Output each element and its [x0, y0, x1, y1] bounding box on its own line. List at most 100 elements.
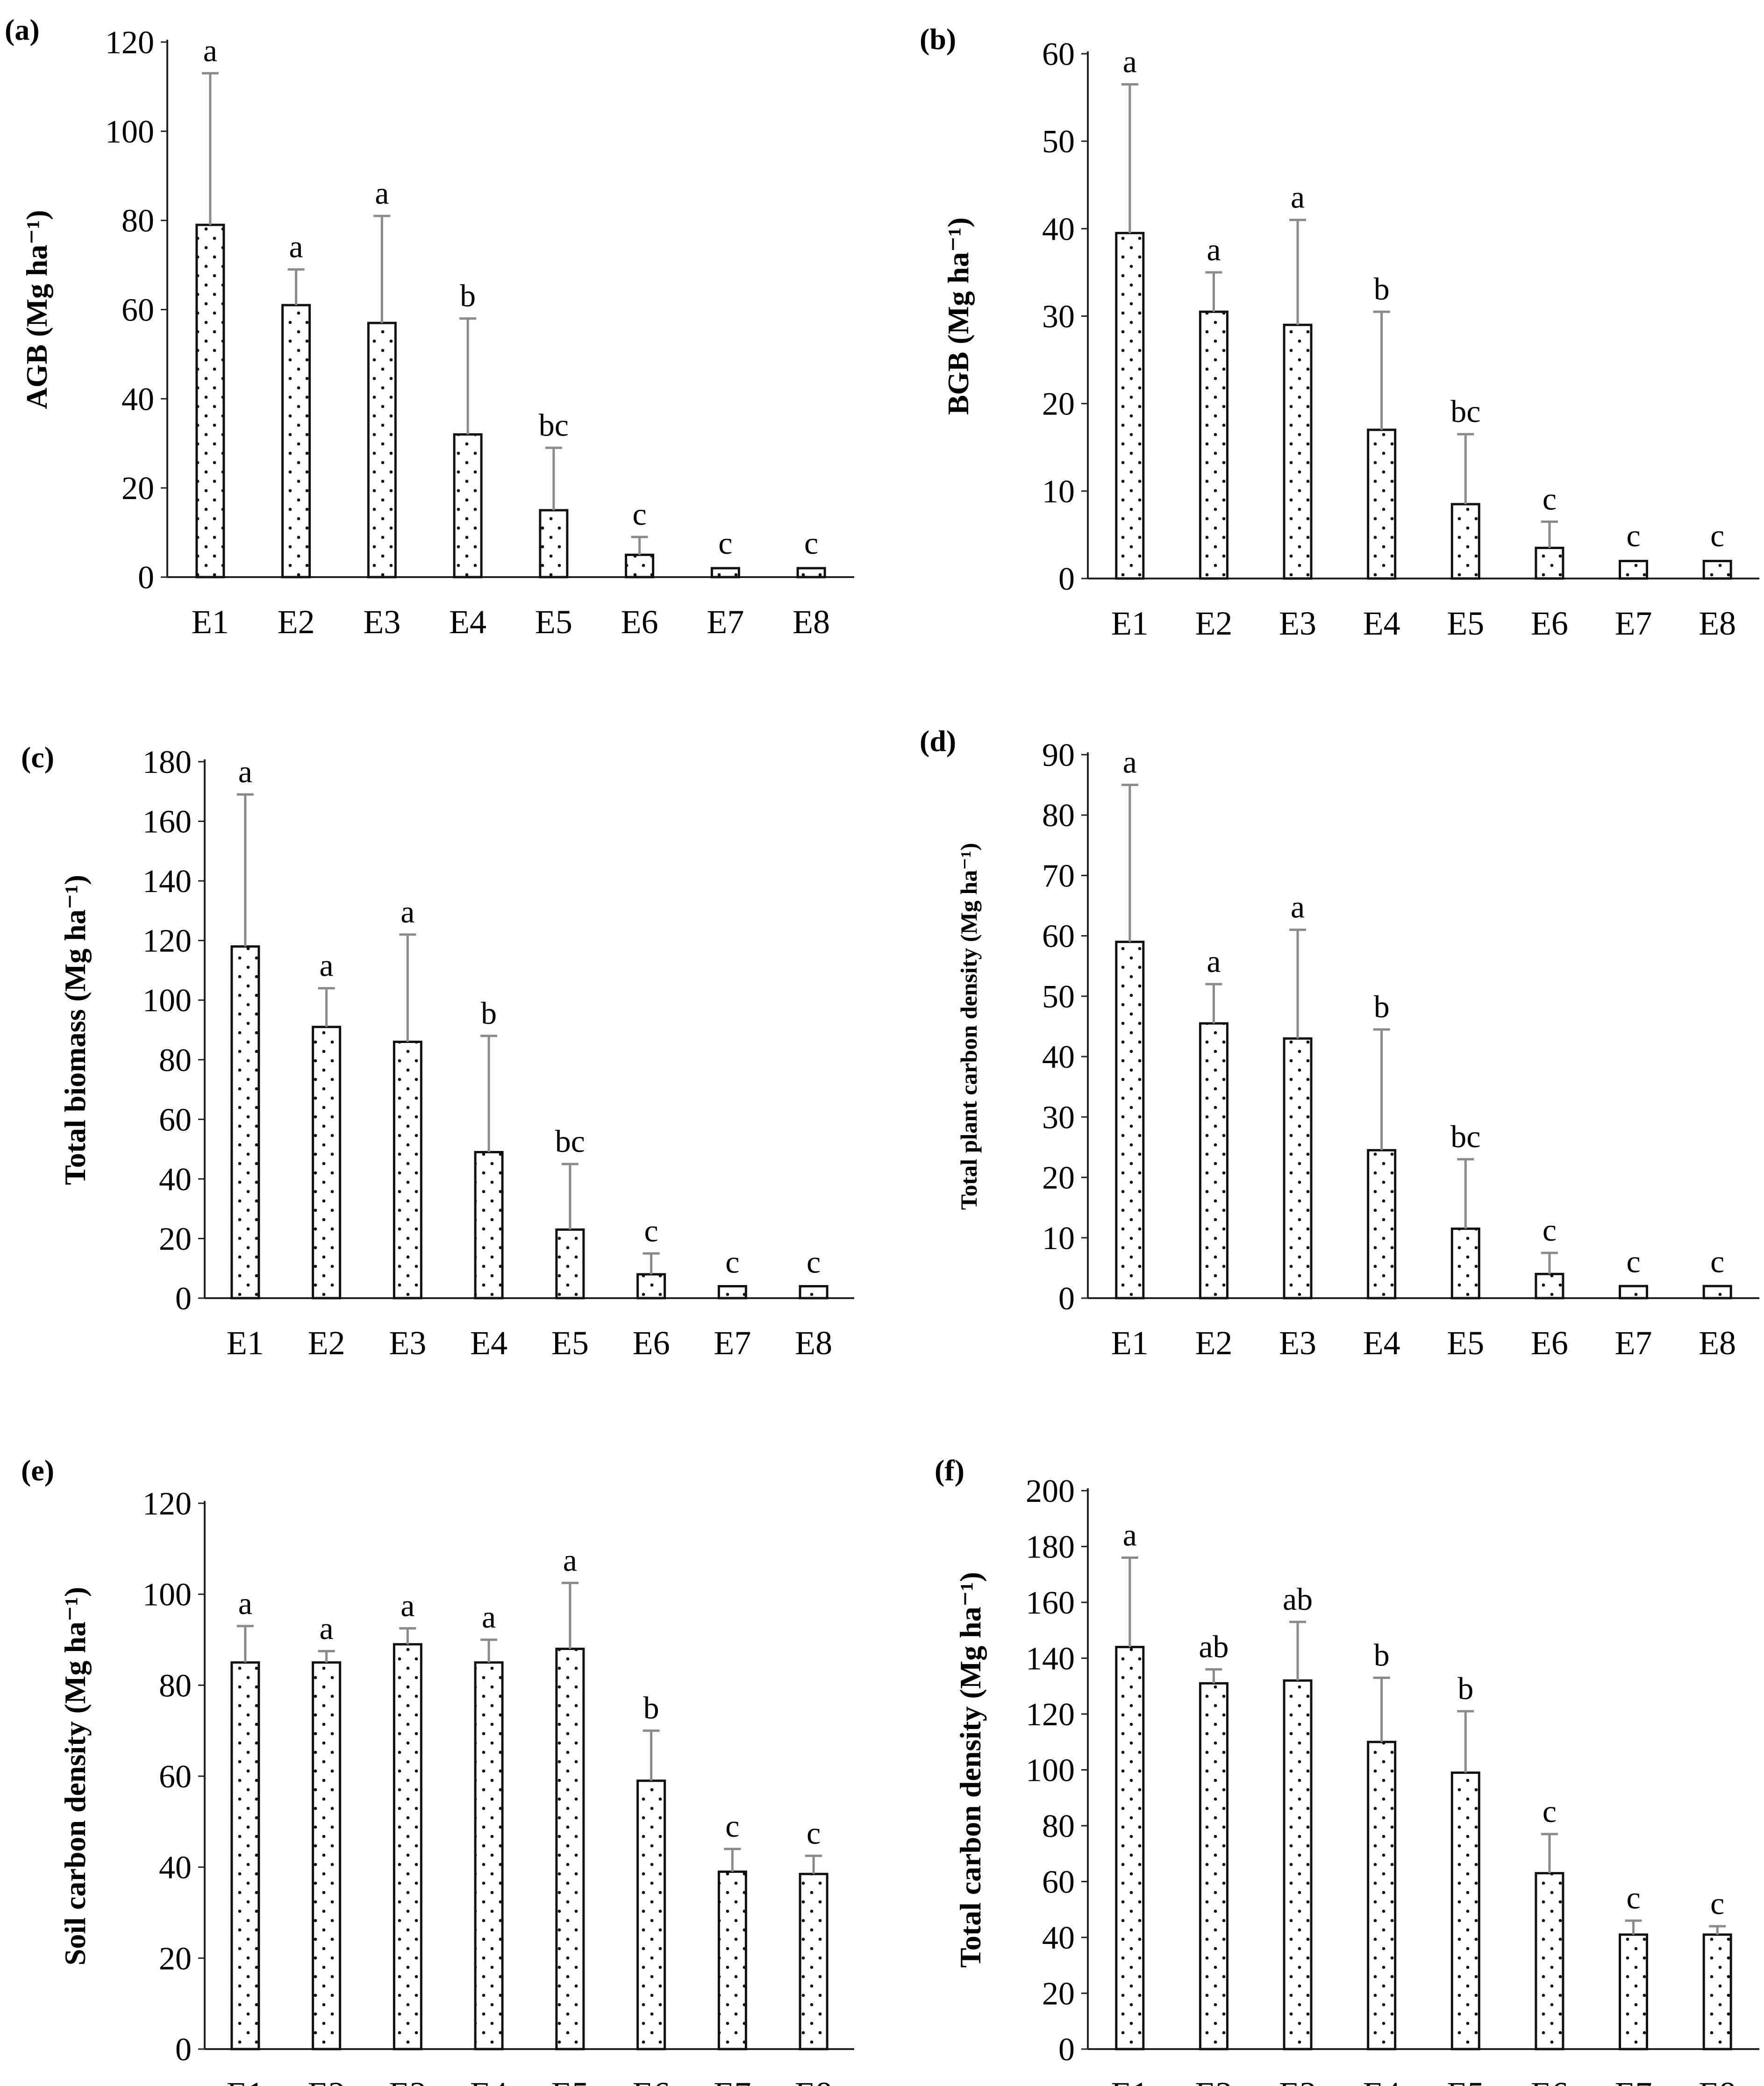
y-tick-label: 50 [1042, 979, 1075, 1015]
bar [1367, 1149, 1397, 1300]
y-tick-label: 20 [1042, 1160, 1075, 1196]
y-tick-label: 40 [121, 381, 154, 417]
bar [281, 304, 311, 579]
panel-label: (f) [935, 1454, 964, 1487]
y-axis-label: AGB (Mg ha⁻¹) [20, 210, 53, 409]
bar [799, 1872, 828, 2050]
bar [230, 1661, 260, 2050]
significance-letter: ab [1283, 1581, 1313, 1617]
chart-panel: (e) Soil carbon density (Mg ha⁻¹) 0 20 40 60 8… [21, 1454, 854, 2086]
significance-letter: a [1291, 889, 1305, 925]
y-tick-label: 60 [159, 1759, 192, 1795]
bar [1619, 560, 1649, 580]
significance-letter: c [725, 1808, 739, 1844]
y-tick-label: 0 [1058, 2032, 1075, 2068]
y-tick-label: 20 [1042, 1976, 1075, 2012]
bar [555, 1228, 585, 1300]
y-tick-label: 0 [1058, 1281, 1075, 1317]
x-tick-label: E1 [1111, 605, 1149, 642]
y-tick-label: 40 [1042, 1920, 1075, 1956]
y-tick-label: 140 [1026, 1641, 1075, 1677]
panel-label: (b) [920, 22, 956, 56]
x-tick-label: E5 [1447, 605, 1484, 642]
panel-label: (a) [5, 13, 40, 46]
chart-panel: (c) Total biomass (Mg ha⁻¹) 0 20 40 60 80 100 12… [21, 741, 854, 1362]
chart-panel: (d) Total plant carbon density (Mg ha⁻¹) 0… [920, 724, 1759, 1362]
bar [1283, 323, 1313, 580]
x-tick-label: E3 [1279, 605, 1316, 642]
x-tick-label: E8 [1699, 605, 1736, 642]
bar [555, 1647, 585, 2050]
bar [1199, 1682, 1228, 2050]
x-tick-label: E8 [1699, 1324, 1736, 1362]
bar [1367, 1741, 1397, 2050]
x-tick-label: E1 [1111, 1324, 1149, 1362]
x-tick-label: E6 [1531, 1324, 1568, 1362]
x-tick-label: E6 [1531, 2075, 1568, 2086]
x-tick-label: E5 [535, 603, 572, 641]
significance-letter: a [375, 175, 389, 211]
y-tick-label: 50 [1042, 124, 1075, 160]
significance-letter: c [1626, 518, 1640, 553]
y-axis-label: Total biomass (Mg ha⁻¹) [58, 875, 92, 1185]
significance-letter: c [804, 525, 818, 561]
y-tick-label: 40 [159, 1162, 192, 1198]
x-tick-label: E4 [470, 1324, 507, 1362]
significance-letter: b [1374, 1637, 1390, 1672]
significance-letter: a [1291, 179, 1305, 215]
significance-letter: b [1374, 271, 1390, 307]
significance-letter: bc [539, 407, 569, 443]
significance-letter: bc [1450, 393, 1480, 429]
x-tick-label: E1 [227, 1324, 264, 1362]
significance-letter: bc [555, 1123, 585, 1159]
y-axis-label: Total carbon density (Mg ha⁻¹) [954, 1572, 987, 1968]
y-tick-label: 20 [159, 1221, 192, 1257]
y-tick-label: 60 [1042, 36, 1075, 72]
significance-letter: c [1626, 1243, 1640, 1279]
significance-letter: a [238, 754, 252, 789]
y-tick-label: 60 [1042, 919, 1075, 955]
y-tick-label: 180 [1026, 1529, 1075, 1565]
y-tick-label: 0 [175, 2032, 192, 2068]
y-tick-label: 0 [1058, 561, 1075, 597]
significance-letter: c [807, 1815, 821, 1850]
x-tick-label: E6 [633, 1324, 670, 1362]
significance-letter: c [807, 1244, 821, 1279]
bar [230, 945, 260, 1300]
bar [1535, 546, 1564, 580]
x-tick-label: E2 [1195, 605, 1232, 642]
x-tick-label: E6 [621, 603, 658, 641]
bar [625, 553, 655, 579]
significance-letter: b [481, 995, 497, 1031]
y-tick-label: 40 [159, 1850, 192, 1886]
x-tick-label: E4 [470, 2075, 507, 2086]
x-tick-label: E6 [633, 2075, 670, 2086]
bar [1535, 1272, 1564, 1300]
bar [312, 1661, 342, 2050]
x-tick-label: E7 [714, 2075, 751, 2086]
x-tick-label: E2 [1195, 2075, 1232, 2086]
y-tick-label: 40 [1042, 1039, 1075, 1075]
bar [1115, 232, 1145, 580]
x-tick-label: E4 [1363, 605, 1400, 642]
bar [796, 567, 826, 579]
x-tick-label: E1 [192, 603, 229, 641]
significance-letter: c [718, 525, 732, 561]
y-tick-label: 200 [1026, 1473, 1075, 1509]
y-tick-label: 80 [159, 1043, 192, 1079]
bar [717, 1870, 747, 2050]
y-tick-label: 120 [1026, 1697, 1075, 1733]
y-tick-label: 10 [1042, 474, 1075, 510]
bar [1702, 560, 1732, 580]
bar [1450, 1771, 1480, 2050]
significance-letter: bc [1450, 1119, 1480, 1154]
y-tick-label: 120 [105, 25, 154, 61]
bar [1702, 1285, 1732, 1300]
chart-panel: (f) Total carbon density (Mg ha⁻¹) 0 20 40 60… [935, 1454, 1759, 2086]
x-tick-label: E5 [551, 2075, 589, 2086]
y-tick-label: 100 [105, 114, 154, 150]
bar [1702, 1933, 1732, 2050]
y-tick-label: 120 [143, 923, 192, 959]
